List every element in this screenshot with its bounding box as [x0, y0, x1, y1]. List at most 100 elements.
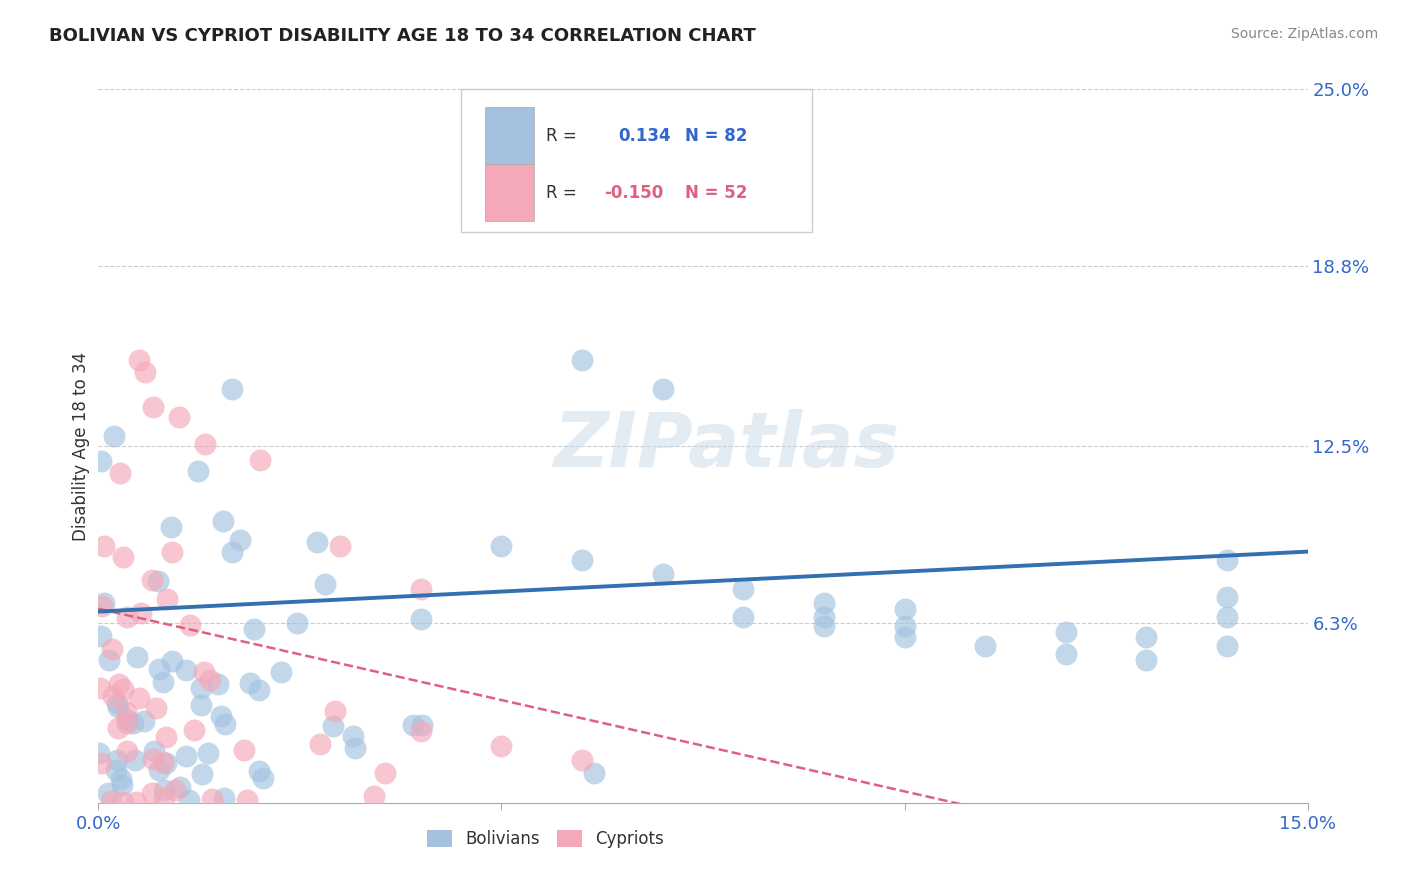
Point — [342, 729, 364, 743]
Point — [90, 756, 112, 770]
Point — [111, 681, 134, 696]
Text: BOLIVIAN VS CYPRIOT DISABILITY AGE 18 TO 34 CORRELATION CHART: BOLIVIAN VS CYPRIOT DISABILITY AGE 18 TO… — [49, 27, 756, 45]
Text: 0.134: 0.134 — [619, 127, 671, 145]
Point — [373, 765, 395, 780]
Point — [115, 705, 138, 719]
Point — [229, 533, 252, 547]
Point — [209, 708, 232, 723]
Point — [344, 740, 367, 755]
Point — [105, 753, 128, 767]
Point — [197, 746, 219, 760]
Point — [145, 700, 167, 714]
Point — [163, 782, 186, 797]
Point — [249, 453, 271, 467]
Point — [1216, 639, 1239, 653]
FancyBboxPatch shape — [485, 164, 534, 221]
Point — [152, 675, 174, 690]
Point — [582, 766, 605, 780]
Point — [813, 619, 835, 633]
Text: ZIPatlas: ZIPatlas — [554, 409, 900, 483]
Point — [124, 752, 146, 766]
Point — [363, 789, 385, 803]
Point — [112, 549, 135, 564]
Point — [214, 717, 236, 731]
Point — [115, 610, 138, 624]
Point — [651, 567, 673, 582]
Point — [308, 737, 330, 751]
Point — [134, 714, 156, 728]
Point — [409, 724, 432, 739]
Point — [108, 677, 131, 691]
Point — [160, 654, 183, 668]
Point — [89, 747, 111, 761]
Point — [110, 772, 132, 786]
Y-axis label: Disability Age 18 to 34: Disability Age 18 to 34 — [72, 351, 90, 541]
Text: -0.150: -0.150 — [603, 184, 664, 202]
Point — [200, 792, 222, 806]
Point — [125, 650, 148, 665]
Point — [1216, 553, 1239, 567]
Point — [893, 601, 915, 615]
Point — [153, 782, 176, 797]
Point — [411, 718, 433, 732]
Point — [115, 716, 138, 731]
Point — [194, 436, 217, 450]
Point — [198, 673, 221, 688]
Point — [183, 723, 205, 738]
Point — [1135, 630, 1157, 644]
Point — [142, 752, 165, 766]
Point — [221, 383, 243, 397]
Point — [491, 739, 513, 753]
Point — [893, 630, 915, 644]
Point — [491, 539, 513, 553]
Point — [247, 683, 270, 698]
Point — [121, 715, 143, 730]
Point — [1216, 591, 1239, 605]
Point — [155, 731, 177, 745]
Point — [142, 401, 165, 415]
Point — [117, 713, 139, 727]
Point — [733, 610, 755, 624]
Point — [117, 744, 139, 758]
Point — [128, 690, 150, 705]
Point — [101, 642, 124, 657]
Point — [402, 717, 425, 731]
Point — [409, 582, 432, 596]
Point — [179, 793, 201, 807]
Point — [107, 721, 129, 735]
Point — [1054, 624, 1077, 639]
Text: N = 52: N = 52 — [685, 184, 747, 202]
Point — [322, 719, 344, 733]
Point — [813, 610, 835, 624]
Point — [174, 663, 197, 677]
Text: R =: R = — [546, 184, 582, 202]
Point — [143, 743, 166, 757]
Point — [169, 780, 191, 795]
Point — [187, 464, 209, 478]
Point — [190, 681, 212, 695]
Point — [893, 619, 915, 633]
Point — [179, 618, 201, 632]
Point — [105, 696, 128, 710]
Point — [974, 639, 997, 653]
FancyBboxPatch shape — [461, 89, 811, 232]
Point — [148, 763, 170, 777]
Point — [141, 574, 163, 588]
Point — [305, 535, 328, 549]
Point — [90, 454, 112, 468]
Point — [103, 689, 125, 703]
Point — [134, 364, 156, 378]
Point — [651, 382, 673, 396]
Point — [174, 749, 197, 764]
Point — [93, 596, 115, 610]
Point — [103, 429, 125, 443]
Point — [411, 612, 433, 626]
Point — [221, 545, 243, 559]
Point — [167, 410, 190, 425]
Text: Source: ZipAtlas.com: Source: ZipAtlas.com — [1230, 27, 1378, 41]
Point — [90, 599, 112, 613]
Point — [214, 790, 236, 805]
Point — [97, 785, 120, 799]
Point — [190, 766, 212, 780]
Point — [233, 743, 256, 757]
